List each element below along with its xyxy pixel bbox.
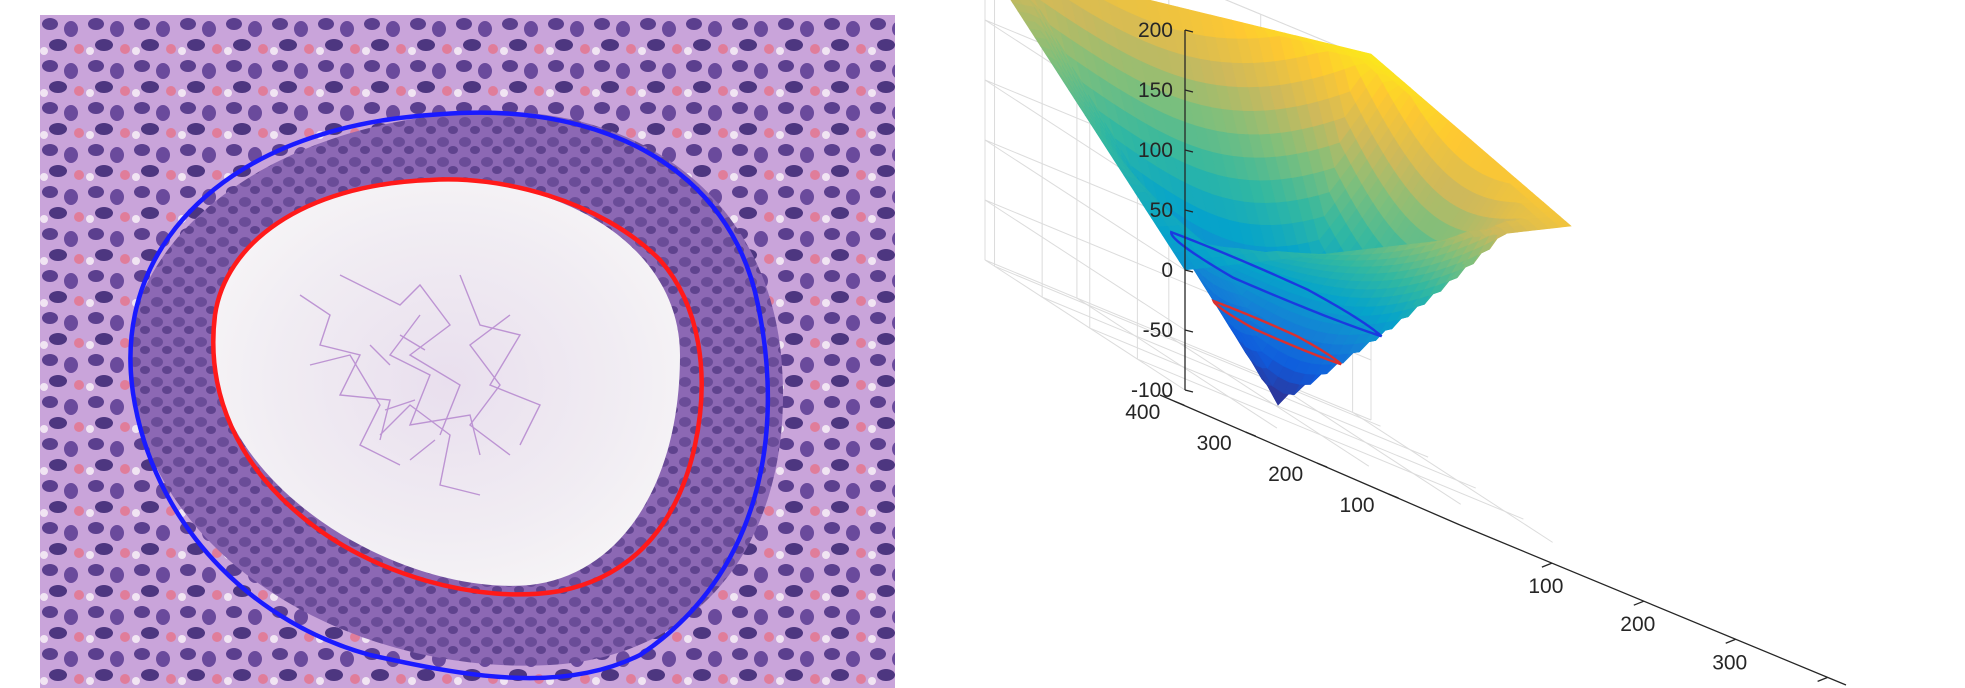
z-tick-label: 50 [1150, 199, 1173, 222]
z-tick [1184, 209, 1194, 213]
z-tick [1184, 389, 1194, 393]
x-tick [1725, 638, 1736, 644]
inner-contour [211, 177, 704, 597]
surface-mesh [1010, 0, 1572, 406]
tick-labels: 200 150 100 50 0 -50 -100 100 200 300 400 100 200 300… [1125, 19, 1828, 682]
contour-outer [1170, 230, 1383, 338]
y-tick [1316, 462, 1328, 468]
z-tick [1184, 29, 1194, 33]
z-tick-label: 150 [1138, 79, 1173, 102]
grid-line-y [1041, 0, 1429, 458]
z-tick [1184, 269, 1194, 273]
outer-contour [128, 110, 771, 681]
y-tick-label: 200 [1268, 463, 1303, 486]
z-tick-label: -100 [1131, 379, 1173, 402]
z-tick-label: 100 [1138, 139, 1173, 162]
y-tick [1245, 431, 1256, 437]
y-tick-label: 400 [1125, 401, 1160, 424]
y-tick [1174, 400, 1185, 406]
y-tick-label: 300 [1197, 432, 1232, 455]
lumen-area [213, 179, 680, 586]
contour-inner [1211, 299, 1342, 366]
x-tick [1817, 676, 1828, 682]
y-tick-label: 100 [1340, 494, 1375, 517]
x-tick-label: 200 [1620, 613, 1655, 636]
grid-box-edge [1224, 0, 1372, 61]
y-tick [1388, 493, 1399, 499]
x-tick [1541, 562, 1553, 568]
z-tick [1184, 149, 1194, 153]
z-tick-label: 200 [1138, 19, 1173, 42]
contour-lines [1170, 230, 1383, 366]
y-axis [1159, 394, 1461, 526]
x-tick-label: 100 [1528, 575, 1563, 598]
z-tick-label: 0 [1161, 259, 1173, 282]
grid-line-y [994, 0, 1381, 427]
x-tick-label: 300 [1712, 651, 1747, 674]
x-axis [1459, 524, 1847, 686]
surface-cell [1554, 220, 1572, 228]
surface-plot: 200 150 100 50 0 -50 -100 100 200 300 400 100 200 300… [984, 0, 1847, 686]
lumen-fibers [299, 274, 541, 496]
z-tick-label: -50 [1143, 319, 1173, 342]
z-tick [1184, 89, 1194, 93]
x-tick [1633, 600, 1645, 606]
histology-image [40, 15, 895, 688]
z-tick [1184, 329, 1194, 333]
